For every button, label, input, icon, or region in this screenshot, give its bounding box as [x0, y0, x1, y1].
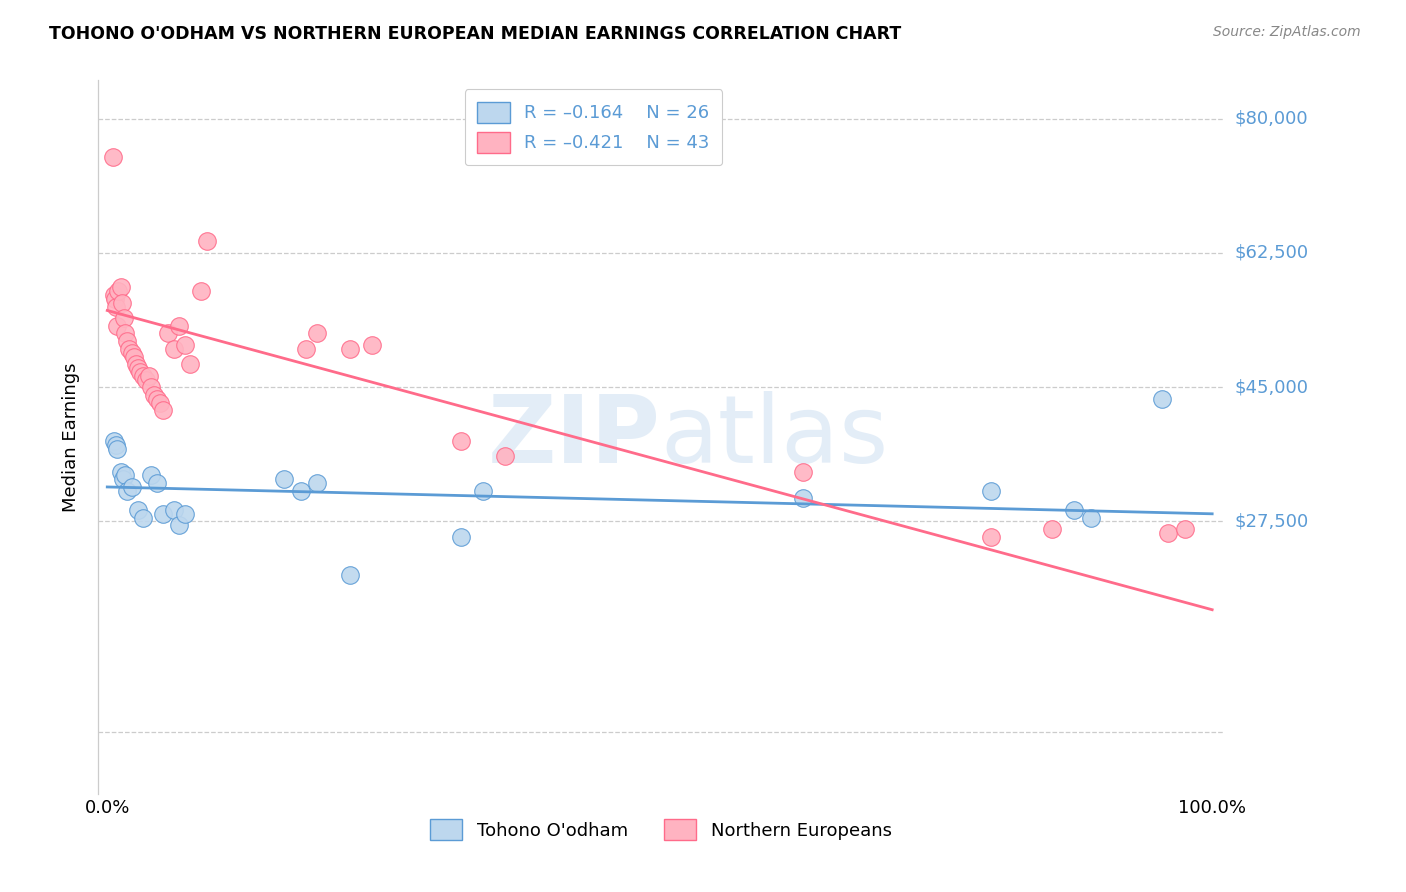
Point	[121, 480, 143, 494]
Point	[122, 350, 145, 364]
Text: $27,500: $27,500	[1234, 513, 1309, 531]
Point	[135, 372, 157, 386]
Point	[471, 483, 494, 498]
Point	[1173, 522, 1195, 536]
Point	[101, 150, 124, 164]
Point	[167, 518, 190, 533]
Point	[307, 326, 329, 341]
Point	[450, 434, 472, 448]
Point	[111, 295, 134, 310]
Point	[121, 345, 143, 359]
Point	[339, 568, 361, 582]
Point	[105, 438, 128, 452]
Point	[273, 472, 295, 486]
Point	[125, 357, 148, 371]
Point	[162, 342, 184, 356]
Point	[295, 342, 318, 356]
Point	[290, 483, 312, 498]
Point	[450, 530, 472, 544]
Point	[110, 280, 132, 294]
Point	[131, 368, 153, 383]
Point	[127, 361, 149, 376]
Point	[157, 326, 180, 341]
Point	[105, 442, 128, 456]
Point	[146, 392, 169, 406]
Point	[118, 342, 141, 356]
Point	[173, 507, 195, 521]
Legend: Tohono O'odham, Northern Europeans: Tohono O'odham, Northern Europeans	[420, 810, 901, 849]
Point	[111, 472, 134, 486]
Point	[190, 285, 212, 299]
Point	[361, 338, 384, 352]
Point	[131, 510, 153, 524]
Point	[980, 530, 1002, 544]
Point	[179, 357, 201, 371]
Point	[339, 342, 361, 356]
Y-axis label: Median Earnings: Median Earnings	[62, 362, 80, 512]
Text: $80,000: $80,000	[1234, 110, 1308, 128]
Point	[114, 326, 136, 341]
Text: atlas: atlas	[661, 391, 889, 483]
Point	[1157, 526, 1180, 541]
Text: $45,000: $45,000	[1234, 378, 1309, 396]
Point	[307, 476, 329, 491]
Point	[152, 403, 174, 417]
Point	[167, 318, 190, 333]
Point	[104, 292, 127, 306]
Point	[173, 338, 195, 352]
Point	[152, 507, 174, 521]
Point	[195, 235, 218, 249]
Point	[1080, 510, 1102, 524]
Point	[105, 300, 128, 314]
Point	[105, 318, 128, 333]
Text: Source: ZipAtlas.com: Source: ZipAtlas.com	[1213, 25, 1361, 39]
Point	[792, 491, 814, 506]
Text: ZIP: ZIP	[488, 391, 661, 483]
Point	[162, 503, 184, 517]
Point	[142, 388, 165, 402]
Point	[115, 483, 138, 498]
Point	[114, 468, 136, 483]
Point	[149, 395, 172, 409]
Point	[141, 468, 163, 483]
Point	[127, 503, 149, 517]
Point	[146, 476, 169, 491]
Point	[129, 365, 152, 379]
Point	[112, 311, 135, 326]
Point	[1040, 522, 1063, 536]
Text: $62,500: $62,500	[1234, 244, 1309, 262]
Point	[1152, 392, 1174, 406]
Point	[138, 368, 160, 383]
Point	[980, 483, 1002, 498]
Point	[1063, 503, 1085, 517]
Point	[103, 434, 125, 448]
Point	[110, 465, 132, 479]
Text: TOHONO O'ODHAM VS NORTHERN EUROPEAN MEDIAN EARNINGS CORRELATION CHART: TOHONO O'ODHAM VS NORTHERN EUROPEAN MEDI…	[49, 25, 901, 43]
Point	[107, 285, 129, 299]
Point	[141, 380, 163, 394]
Point	[792, 465, 814, 479]
Point	[115, 334, 138, 348]
Point	[103, 288, 125, 302]
Point	[494, 450, 516, 464]
